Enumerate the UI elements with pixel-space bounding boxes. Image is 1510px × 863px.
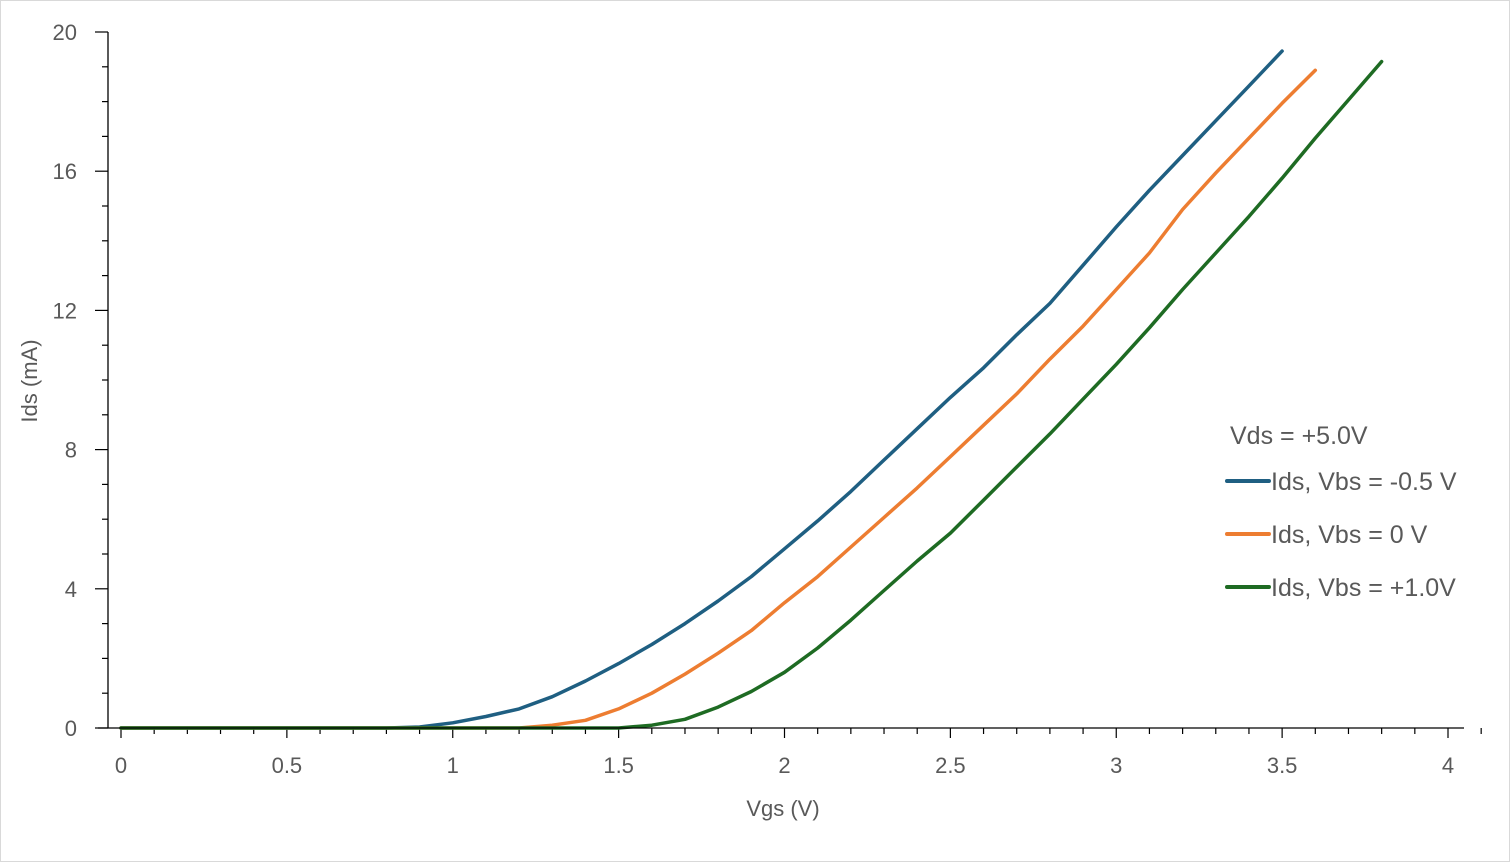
legend-label-2: Ids, Vbs = 0 V [1271, 521, 1428, 549]
y-tick-label: 4 [65, 577, 77, 602]
x-tick-label: 1.5 [603, 753, 634, 778]
legend: Vds = +5.0V Ids, Vbs = -0.5 V Ids, Vbs = … [1225, 422, 1457, 602]
x-tick-label: 3.5 [1267, 753, 1298, 778]
y-tick-label: 16 [53, 159, 77, 184]
series-line-1 [119, 49, 1284, 730]
y-tick-label: 0 [65, 716, 77, 741]
x-tick-label: 1 [447, 753, 459, 778]
x-tick-label: 4 [1442, 753, 1454, 778]
y-axis-label: Ids (mA) [17, 339, 42, 422]
ticks-layer: 0 0.5 1 1.5 2 2.5 3 3.5 4 0 4 8 12 16 20 [53, 20, 1482, 778]
x-tick-label: 0.5 [272, 753, 303, 778]
x-tick-label: 0 [115, 753, 127, 778]
axes-layer [98, 32, 1464, 729]
x-tick-label: 3 [1110, 753, 1122, 778]
y-tick-label: 12 [53, 298, 77, 323]
x-tick-label: 2.5 [935, 753, 966, 778]
legend-label-1: Ids, Vbs = -0.5 V [1271, 468, 1457, 496]
x-tick-label: 2 [778, 753, 790, 778]
y-tick-label: 8 [65, 438, 77, 463]
series-line-2 [119, 68, 1318, 730]
series-layer [119, 49, 1384, 730]
x-axis-label: Vgs (V) [746, 796, 819, 821]
y-tick-label: 20 [53, 20, 77, 45]
legend-title: Vds = +5.0V [1230, 422, 1368, 450]
legend-label-3: Ids, Vbs = +1.0V [1271, 574, 1456, 602]
series-line-3 [119, 59, 1384, 730]
